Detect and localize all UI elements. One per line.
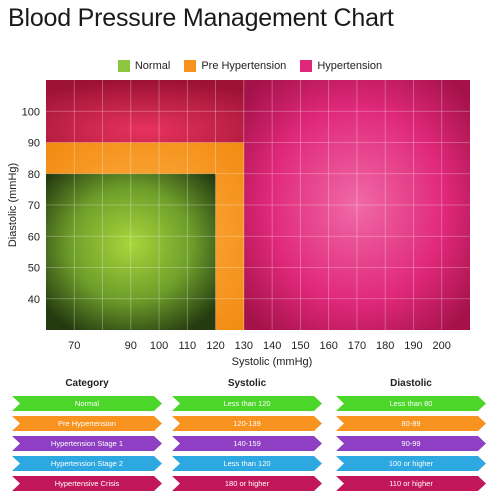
y-axis-label: Diastolic (mmHg): [7, 163, 19, 247]
region-normal: [46, 173, 216, 330]
x-tick-label: 140: [263, 340, 281, 352]
x-tick-label: 170: [348, 340, 366, 352]
table-cell-systolic: 140-159: [172, 436, 322, 451]
x-tick-label: 90: [125, 340, 137, 352]
table-cell-diastolic: 100 or higher: [336, 456, 486, 471]
table-cell-diastolic: Less than 80: [336, 396, 486, 411]
legend-swatch: [184, 60, 197, 72]
x-tick-label: 130: [235, 340, 253, 352]
table-header: Systolic: [227, 378, 267, 389]
table-cell-diastolic: 110 or higher: [336, 476, 486, 491]
y-tick-label: 40: [28, 294, 40, 306]
table-cell-systolic: 120-139: [172, 416, 322, 431]
table-header: Diastolic: [390, 378, 432, 389]
legend-item: Pre Hypertension: [184, 60, 286, 72]
table-cell-category: Pre Hypertension: [12, 416, 162, 431]
table-cell-diastolic: 80-89: [336, 416, 486, 431]
chart-legend: Normal Pre Hypertension Hypertension: [0, 57, 500, 75]
page-title: Blood Pressure Management Chart: [8, 4, 394, 32]
table-cell-category: Hypertension Stage 1: [12, 436, 162, 451]
legend-item: Hypertension: [300, 60, 382, 72]
x-tick-label: 190: [404, 340, 422, 352]
table-cell-diastolic: 90-99: [336, 436, 486, 451]
legend-item: Normal: [117, 60, 171, 72]
legend-swatch: [117, 60, 130, 72]
bp-chart: 70 90 100 110 120 130 140 150 160 170 180 190 200 40…: [7, 80, 470, 368]
x-axis-label: Systolic (mmHg): [232, 356, 313, 368]
x-tick-label: 160: [319, 340, 337, 352]
x-tick-label: 70: [68, 340, 80, 352]
region-hypertension-upper: [46, 80, 244, 143]
table-cell-category: Hypertensive Crisis: [12, 476, 162, 491]
y-tick-label: 50: [28, 263, 40, 275]
y-tick-label: 70: [28, 200, 40, 212]
table-cell-category: Normal: [12, 396, 162, 411]
table-cell-category: Hypertension Stage 2: [12, 456, 162, 471]
table-cell-systolic: 180 or higher: [172, 476, 322, 491]
x-tick-label: 110: [179, 340, 197, 352]
y-tick-label: 80: [28, 169, 40, 181]
table-header: Category: [65, 378, 109, 389]
x-tick-label: 120: [206, 340, 224, 352]
table-cell-systolic: Less than 120: [172, 396, 322, 411]
x-tick-label: 150: [291, 340, 309, 352]
table-cell-systolic: Less than 120: [172, 456, 322, 471]
x-tick-label: 180: [376, 340, 394, 352]
legend-label: Pre Hypertension: [201, 60, 287, 72]
legend-label: Hypertension: [317, 60, 383, 72]
y-tick-label: 60: [28, 231, 40, 243]
y-tick-label: 90: [28, 138, 40, 150]
legend-swatch: [300, 60, 313, 72]
x-tick-label: 200: [433, 340, 451, 352]
x-tick-label: 100: [150, 340, 168, 352]
category-table: Category Systolic Diastolic Normal Less than…: [0, 374, 500, 500]
y-tick-label: 100: [22, 106, 40, 118]
legend-label: Normal: [134, 60, 171, 72]
region-hypertension: [243, 80, 470, 330]
